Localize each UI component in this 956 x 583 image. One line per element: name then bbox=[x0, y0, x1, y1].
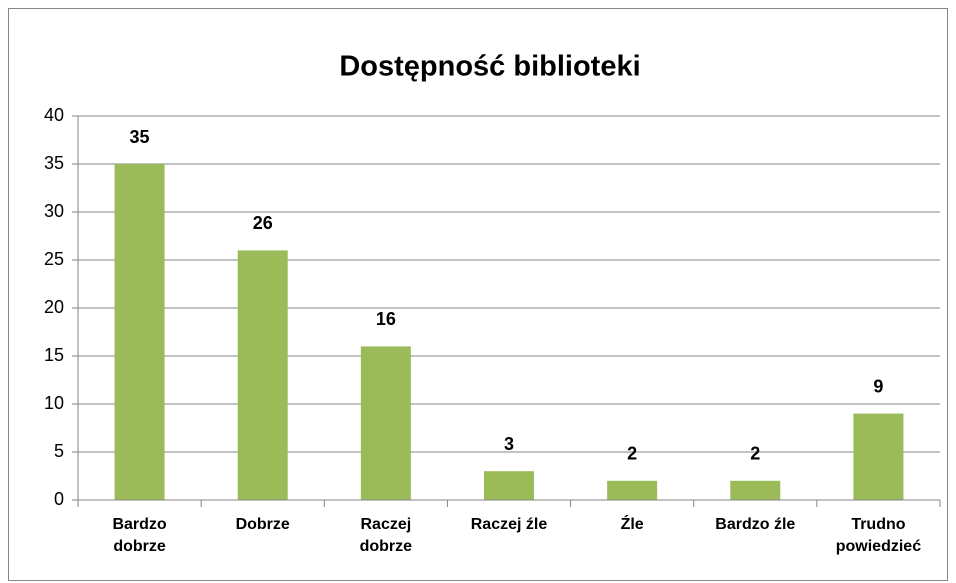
bar bbox=[730, 480, 781, 500]
y-tick-label: 40 bbox=[44, 105, 64, 125]
data-label: 16 bbox=[376, 309, 396, 329]
data-label: 9 bbox=[873, 376, 883, 396]
y-tick-label: 35 bbox=[44, 153, 64, 173]
x-tick-label: Trudno powiedzieć bbox=[835, 516, 922, 555]
y-tick-label: 20 bbox=[44, 297, 64, 317]
bar bbox=[853, 413, 904, 500]
x-tick-label: Źle bbox=[620, 516, 644, 533]
x-tick-label: Bardzo dobrze bbox=[112, 516, 167, 555]
bar bbox=[607, 480, 658, 500]
y-tick-label: 30 bbox=[44, 201, 64, 221]
data-label: 2 bbox=[750, 444, 760, 464]
x-tick-label: Bardzo źle bbox=[715, 516, 796, 533]
bar bbox=[114, 164, 165, 500]
x-tick-label: Raczej źle bbox=[470, 516, 548, 533]
data-label: 2 bbox=[627, 444, 637, 464]
data-label: 26 bbox=[253, 213, 273, 233]
y-tick-label: 15 bbox=[44, 345, 64, 365]
data-label: 3 bbox=[504, 434, 514, 454]
data-label: 35 bbox=[130, 127, 150, 147]
chart-title: Dostępność biblioteki bbox=[339, 51, 640, 83]
y-tick-label: 25 bbox=[44, 249, 64, 269]
y-tick-label: 0 bbox=[54, 489, 64, 509]
bar bbox=[484, 471, 534, 500]
chart-border bbox=[8, 8, 948, 581]
y-tick-label: 10 bbox=[44, 393, 64, 413]
bar bbox=[360, 346, 411, 500]
x-tick-label: Raczej dobrze bbox=[359, 516, 413, 555]
x-tick-label: Dobrze bbox=[235, 516, 290, 533]
y-tick-label: 5 bbox=[54, 441, 64, 461]
bar bbox=[237, 250, 288, 500]
